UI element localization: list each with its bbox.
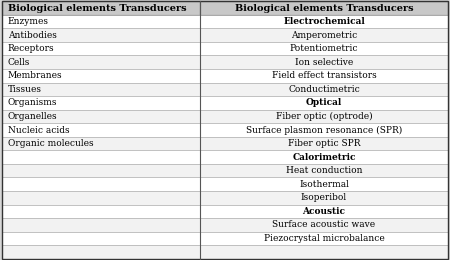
Text: Biological elements Transducers: Biological elements Transducers: [235, 4, 413, 12]
Text: Piezocrystal microbalance: Piezocrystal microbalance: [264, 234, 384, 243]
Text: Enzymes: Enzymes: [8, 17, 49, 26]
Text: Cells: Cells: [8, 58, 30, 67]
Bar: [200, 232, 448, 245]
Bar: [200, 42, 448, 55]
Text: Field effect transistors: Field effect transistors: [272, 71, 376, 80]
Text: Acoustic: Acoustic: [302, 207, 346, 216]
Text: Electrochemical: Electrochemical: [283, 17, 365, 26]
Text: Organisms: Organisms: [8, 98, 57, 107]
Text: Amperometric: Amperometric: [291, 31, 357, 40]
Text: Biological elements Transducers: Biological elements Transducers: [8, 4, 186, 12]
Bar: [200, 205, 448, 218]
Text: Surface acoustic wave: Surface acoustic wave: [272, 220, 376, 229]
Bar: [200, 69, 448, 83]
Bar: [200, 164, 448, 177]
Bar: [200, 137, 448, 150]
Bar: [2, 205, 200, 218]
Bar: [200, 177, 448, 191]
Bar: [200, 28, 448, 42]
Text: Membranes: Membranes: [8, 71, 62, 80]
Bar: [2, 191, 200, 205]
Bar: [2, 150, 200, 164]
Bar: [2, 110, 200, 123]
Bar: [2, 232, 200, 245]
Bar: [2, 164, 200, 177]
Bar: [200, 110, 448, 123]
Bar: [2, 177, 200, 191]
Bar: [200, 15, 448, 28]
Text: Organelles: Organelles: [8, 112, 57, 121]
Bar: [200, 83, 448, 96]
Bar: [200, 218, 448, 232]
Text: Conductimetric: Conductimetric: [288, 85, 360, 94]
Text: Receptors: Receptors: [8, 44, 54, 53]
Text: Isoperibol: Isoperibol: [301, 193, 347, 202]
Bar: [2, 123, 200, 137]
Bar: [2, 1, 200, 15]
Bar: [200, 96, 448, 110]
Text: Tissues: Tissues: [8, 85, 42, 94]
Bar: [200, 1, 448, 15]
Bar: [2, 69, 200, 83]
Text: Antibodies: Antibodies: [8, 31, 57, 40]
Bar: [2, 42, 200, 55]
Text: Organic molecules: Organic molecules: [8, 139, 93, 148]
Bar: [2, 137, 200, 150]
Bar: [200, 245, 448, 259]
Text: Isothermal: Isothermal: [299, 180, 349, 189]
Text: Ion selective: Ion selective: [295, 58, 353, 67]
Bar: [2, 55, 200, 69]
Bar: [2, 28, 200, 42]
Bar: [200, 191, 448, 205]
Text: Fiber optic SPR: Fiber optic SPR: [288, 139, 360, 148]
Bar: [200, 123, 448, 137]
Bar: [2, 83, 200, 96]
Text: Potentiometric: Potentiometric: [290, 44, 358, 53]
Text: Optical: Optical: [306, 98, 342, 107]
Bar: [2, 218, 200, 232]
Bar: [200, 55, 448, 69]
Bar: [2, 15, 200, 28]
Text: Fiber optic (optrode): Fiber optic (optrode): [276, 112, 372, 121]
Text: Heat conduction: Heat conduction: [286, 166, 362, 175]
Bar: [2, 96, 200, 110]
Bar: [2, 245, 200, 259]
Bar: [200, 150, 448, 164]
Text: Surface plasmon resonance (SPR): Surface plasmon resonance (SPR): [246, 125, 402, 135]
Text: Calorimetric: Calorimetric: [292, 153, 356, 162]
Text: Nucleic acids: Nucleic acids: [8, 126, 69, 134]
